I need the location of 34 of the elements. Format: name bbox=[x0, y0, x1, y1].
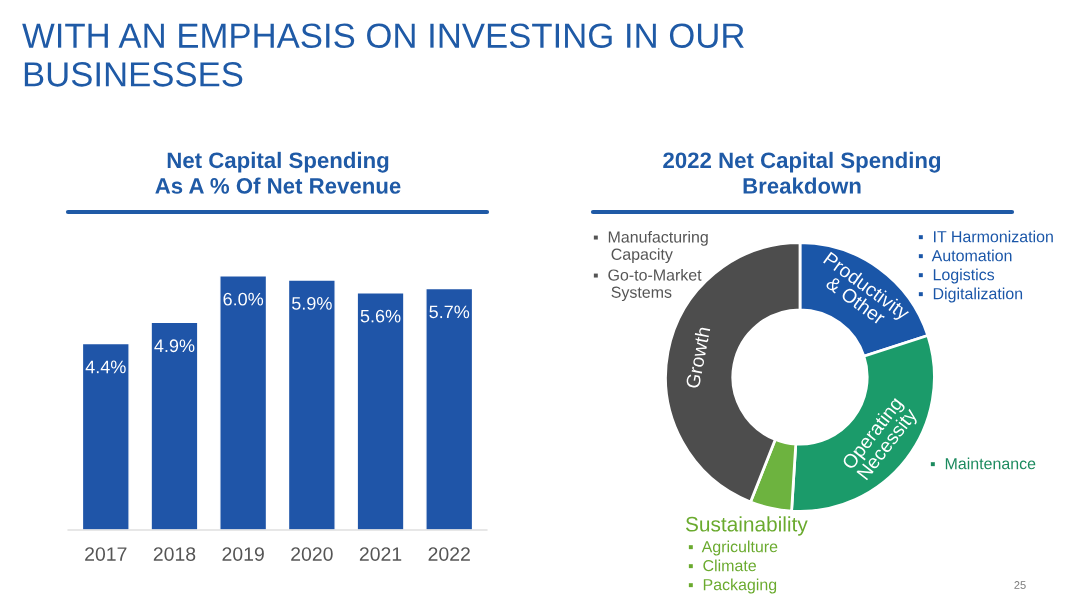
text: 25 bbox=[1014, 581, 1026, 589]
bar bbox=[219, 275, 268, 530]
bar bbox=[150, 321, 199, 530]
text: ▪ Automation bbox=[918, 249, 1012, 262]
data-label: 5.6% bbox=[360, 309, 401, 323]
x-tick-label: 2017 bbox=[85, 547, 127, 561]
text: ▪ Maintenance bbox=[930, 457, 1036, 470]
text: ▪ Climate bbox=[688, 559, 756, 572]
text: ▪ Go-to-Market Systems bbox=[593, 268, 702, 302]
slice-label: Sustainability bbox=[685, 516, 808, 536]
text: ▪ Agriculture bbox=[688, 540, 778, 556]
x-tick-label: 2019 bbox=[222, 547, 264, 561]
bar bbox=[356, 292, 405, 530]
text: ▪ Digitalization bbox=[918, 287, 1023, 303]
text: ▪ IT Harmonization bbox=[918, 230, 1053, 243]
x-tick-label: 2022 bbox=[428, 547, 470, 561]
bar bbox=[81, 342, 130, 530]
data-label: 5.7% bbox=[429, 305, 470, 319]
text: ▪ Packaging bbox=[688, 578, 777, 594]
text: ▪ Manufacturing Capacity bbox=[593, 230, 708, 264]
slice-label: Growth bbox=[685, 326, 711, 389]
text: WITH AN EMPHASIS ON INVESTING IN OUR BUSINESSES bbox=[22, 23, 744, 87]
chart-title: Net Capital Spending As A % Of Net Revenue bbox=[155, 151, 401, 194]
bar bbox=[425, 287, 474, 530]
chart-title: 2022 Net Capital Spending Breakdown bbox=[663, 151, 941, 194]
data-label: 4.4% bbox=[85, 360, 126, 374]
data-label: 5.9% bbox=[291, 296, 332, 310]
bar bbox=[287, 279, 336, 530]
x-tick-label: 2018 bbox=[153, 547, 196, 561]
data-label: 4.9% bbox=[154, 339, 195, 353]
text: ▪ Logistics bbox=[918, 268, 995, 284]
x-tick-label: 2021 bbox=[359, 547, 402, 561]
data-label: 6.0% bbox=[223, 292, 264, 306]
x-tick-label: 2020 bbox=[291, 547, 333, 561]
